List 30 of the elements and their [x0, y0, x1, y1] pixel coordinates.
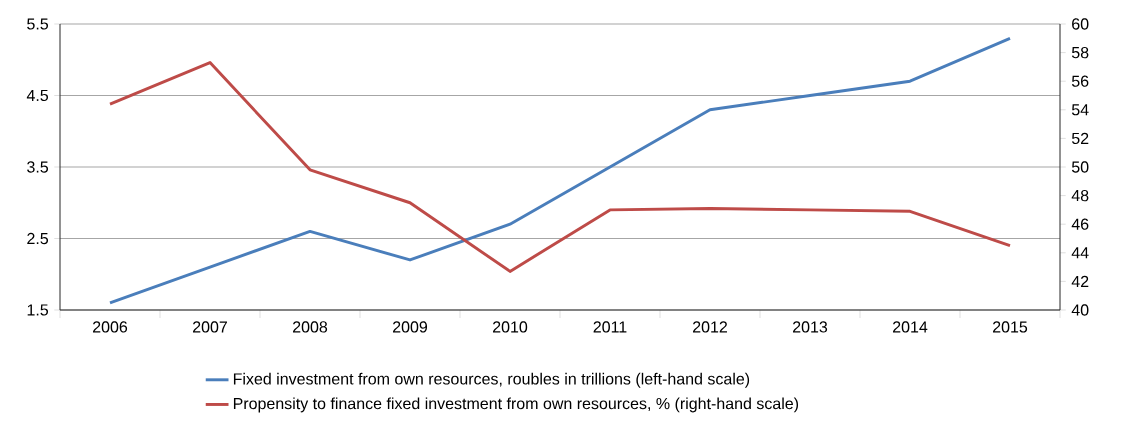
y-tick-label: 5.5 — [27, 18, 49, 30]
y2-tick-label: 58 — [1071, 46, 1089, 59]
y2-tick-label: 48 — [1071, 189, 1089, 202]
y2-tick-label: 40 — [1071, 304, 1089, 316]
y-tick-label: 1.5 — [27, 304, 49, 316]
x-tick-label: 2008 — [293, 321, 328, 333]
y2-tick-label: 50 — [1071, 161, 1089, 173]
x-tick-label: 2013 — [793, 321, 828, 333]
x-tick-label: 2009 — [393, 321, 428, 333]
y2-tick-label: 42 — [1071, 275, 1089, 287]
x-tick-label: 2010 — [493, 321, 528, 333]
legend-label: Propensity to finance fixed investment from own resources, % (right-hand scale) — [233, 397, 799, 413]
y-tick-label: 3.5 — [27, 161, 49, 173]
line-series — [108, 36, 1012, 305]
y-tick-label: 4.5 — [26, 89, 49, 102]
y2-tick-label: 44 — [1071, 247, 1089, 259]
y2-tick-label: 60 — [1072, 18, 1089, 30]
x-tick-label: 2011 — [593, 321, 627, 333]
x-tick-label: 2012 — [693, 321, 727, 333]
x-tick-label: 2006 — [93, 321, 128, 333]
line-series — [108, 61, 1012, 273]
legend-label: Fixed investment from own resources, roubles in trillions (left-hand scale) — [233, 372, 750, 388]
y-tick-label: 2.5 — [27, 232, 49, 245]
y2-tick-label: 54 — [1071, 104, 1089, 116]
x-tick-label: 2015 — [993, 321, 1028, 333]
y2-tick-label: 56 — [1071, 75, 1089, 87]
y2-tick-label: 52 — [1071, 132, 1089, 145]
y2-tick-label: 46 — [1071, 218, 1089, 230]
x-tick-label: 2014 — [893, 321, 928, 333]
x-tick-label: 2007 — [193, 321, 227, 333]
